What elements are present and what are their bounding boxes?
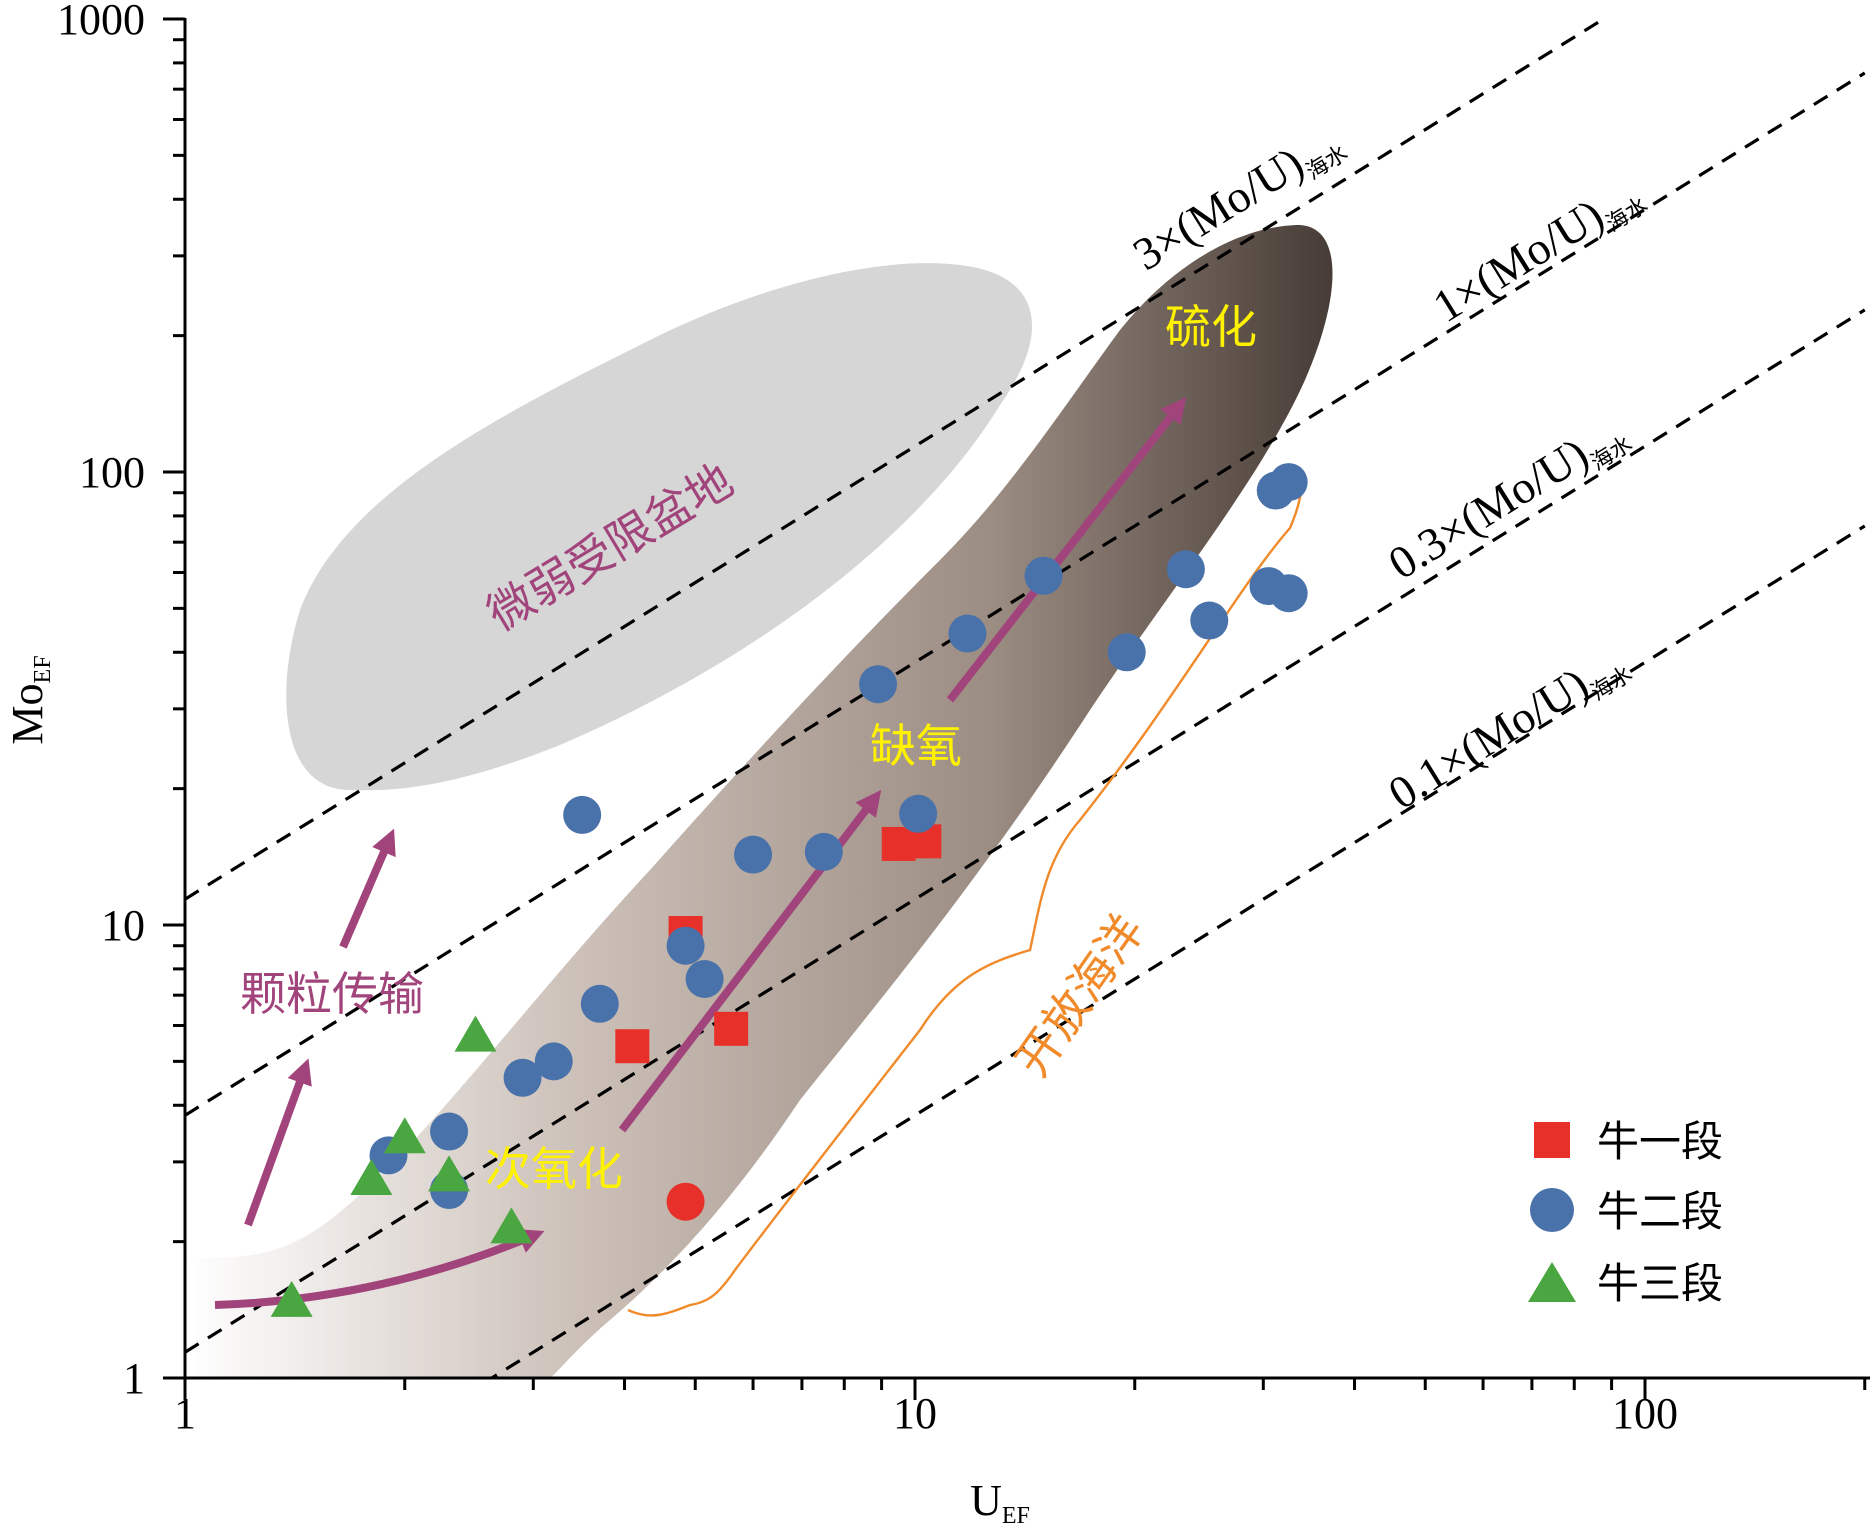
legend-marker-square (1534, 1122, 1570, 1158)
euxinic-region (185, 225, 1333, 1378)
axis-ticks: 1 10 100 1 10 100 1000 (57, 0, 1867, 1438)
axes (183, 18, 1870, 1380)
data-point-circle (1269, 574, 1308, 613)
data-point-circle (734, 835, 773, 874)
data-point-circle (948, 614, 987, 653)
y-tick-label: 1 (123, 1354, 145, 1403)
particulate-shuttle-arrow-1 (244, 1058, 312, 1227)
data-point-triangle (490, 1207, 533, 1244)
y-tick-label: 1000 (57, 0, 145, 44)
x-tick-label: 100 (1612, 1389, 1678, 1438)
data-point-circle (899, 794, 938, 833)
particulate-shuttle-label: 颗粒传输 (240, 967, 424, 1021)
suboxic-label: 次氧化 (485, 1142, 623, 1196)
reference-line-label-4: 0.1×(Mo/U)海水 (1380, 635, 1637, 824)
data-point-circle (1107, 633, 1146, 672)
data-point-circle (1269, 463, 1308, 502)
data-point-square (714, 1011, 749, 1046)
data-point-triangle (270, 1280, 313, 1317)
data-point-triangle (350, 1158, 393, 1195)
reference-lines (185, 18, 1866, 1378)
data-point-circle (1190, 601, 1229, 640)
suboxic-arrow (214, 1229, 545, 1309)
data-point-triangle (428, 1155, 471, 1192)
data-point-circle (563, 795, 602, 834)
reference-line-label-2: 1×(Mo/U)海水 (1424, 166, 1652, 337)
y-tick-label: 10 (101, 901, 145, 950)
reference-line-2 (185, 71, 1866, 1117)
data-point-circle (685, 959, 724, 998)
x-axis-label: UEF (970, 1476, 1030, 1525)
reference-line-1 (185, 18, 1609, 901)
open-ocean-label: 开放海洋 (1005, 905, 1155, 1087)
reference-line-3 (185, 308, 1866, 1354)
data-point-circle (503, 1058, 542, 1097)
y-tick-label: 100 (79, 448, 145, 497)
data-point-square (615, 1029, 650, 1064)
reference-line-label-3: 0.3×(Mo/U)海水 (1380, 405, 1637, 594)
data-point-circle (580, 984, 619, 1023)
legend-label-2: 牛二段 (1597, 1187, 1723, 1236)
x-tick-label: 1 (174, 1389, 196, 1438)
legend-label-3: 牛三段 (1597, 1259, 1723, 1308)
legend: 牛一段 牛二段 牛三段 (1528, 1117, 1723, 1308)
data-point-triangle (383, 1117, 426, 1154)
restricted-basin-region (286, 263, 1033, 791)
data-point-circle (804, 832, 843, 871)
data-point-circle (666, 926, 705, 965)
data-point-circle (859, 665, 898, 704)
data-point-circle (1166, 550, 1205, 589)
anoxic-label: 缺氧 (870, 719, 962, 773)
legend-marker-triangle (1528, 1262, 1576, 1302)
data-point-triangle (454, 1015, 497, 1052)
open-ocean-brace (627, 463, 1303, 1317)
data-point-circle (534, 1042, 573, 1081)
particulate-shuttle-arrow-2 (339, 828, 396, 949)
data-point-circle (430, 1112, 469, 1151)
reference-line-4 (488, 524, 1866, 1378)
legend-label-1: 牛一段 (1597, 1117, 1723, 1166)
y-axis-label: MoEF (3, 655, 56, 744)
x-tick-label: 10 (893, 1389, 937, 1438)
euxinic-arrow (946, 396, 1187, 703)
data-points (270, 463, 1308, 1317)
data-point-circle (1024, 556, 1063, 595)
legend-marker-circle (1530, 1188, 1574, 1232)
euxinic-label: 硫化 (1165, 300, 1257, 354)
data-point-outlier (666, 1182, 705, 1221)
